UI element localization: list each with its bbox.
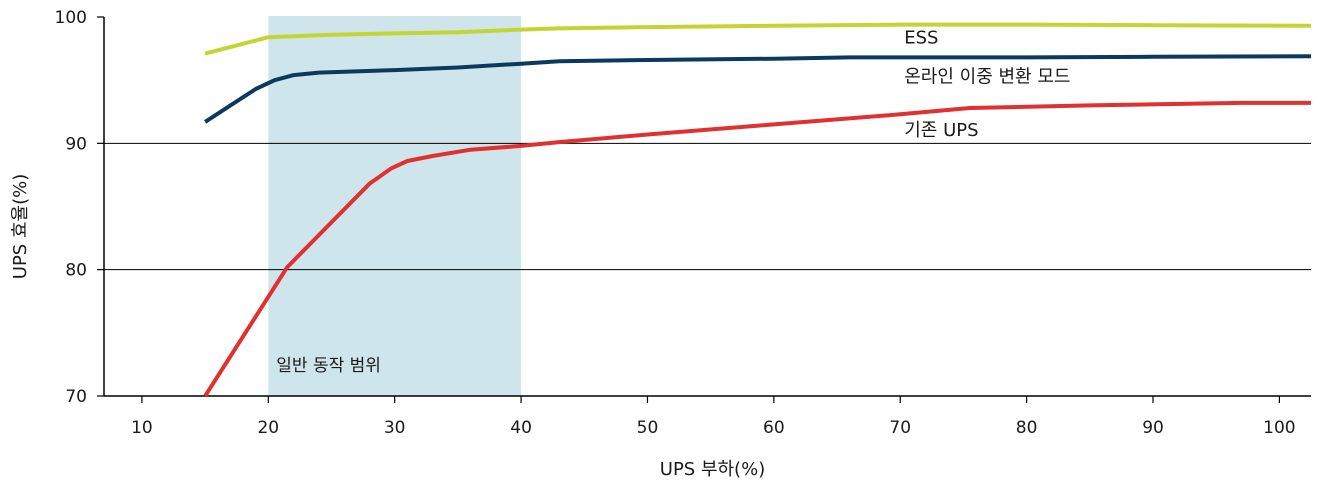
series-label-2: 기존 UPS [904, 120, 978, 141]
x-tick-label: 50 [637, 418, 659, 438]
x-tick-label: 80 [1016, 418, 1038, 438]
series-line-0 [204, 22, 1312, 56]
x-tick-label: 40 [510, 418, 532, 438]
y-tick-label: 100 [55, 8, 87, 28]
x-tick-label: 60 [763, 418, 785, 438]
operating-range-band [268, 16, 522, 396]
series-line-1 [204, 54, 1312, 124]
x-tick-label: 70 [889, 418, 911, 438]
y-axis-title: UPS 효율(%) [10, 174, 31, 279]
series-label-1: 온라인 이중 변환 모드 [904, 67, 1070, 88]
x-tick-label: 20 [257, 418, 279, 438]
x-ticks: 10 20 30 40 50 60 70 80 90 100 [131, 396, 1296, 438]
series-lines [203, 22, 1312, 398]
x-tick-label: 30 [384, 418, 406, 438]
y-ticks: 70 80 90 100 [55, 8, 104, 407]
series-label-0: ESS [904, 28, 938, 49]
operating-range-label: 일반 동작 범위 [276, 356, 381, 376]
y-tick-label: 70 [65, 387, 87, 407]
x-tick-label: 90 [1142, 418, 1164, 438]
y-tick-label: 80 [65, 261, 87, 281]
gridlines [104, 142, 1311, 271]
x-axis-title: UPS 부하(%) [660, 459, 765, 480]
x-tick-label: 10 [131, 418, 153, 438]
series-line-2 [203, 100, 1311, 398]
y-tick-label: 90 [65, 134, 87, 154]
x-tick-label: 100 [1263, 418, 1295, 438]
